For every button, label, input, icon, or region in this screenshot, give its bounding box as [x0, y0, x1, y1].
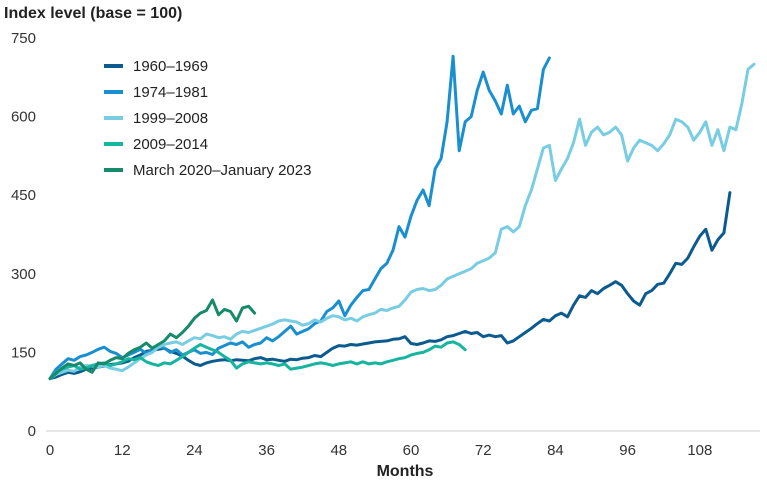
x-tick-label: 36 [258, 442, 275, 459]
x-tick-label: 72 [475, 442, 492, 459]
x-tick-label: 12 [114, 442, 131, 459]
x-tick-label: 60 [403, 442, 420, 459]
legend-label: March 2020–January 2023 [133, 162, 311, 179]
y-tick-label: 600 [11, 109, 36, 126]
y-tick-label: 450 [11, 187, 36, 204]
legend-label: 1974–1981 [133, 84, 208, 101]
x-axis-title: Months [377, 463, 434, 480]
y-tick-label: 0 [28, 423, 36, 440]
x-tick-label: 84 [547, 442, 564, 459]
series-lines [48, 54, 756, 381]
legend-label: 2009–2014 [133, 136, 208, 153]
legend-label: 1960–1969 [133, 58, 208, 75]
y-axis: 0 150 300 450 600 750 [11, 30, 36, 440]
x-tick-label: 0 [46, 442, 54, 459]
x-tick-label: 48 [330, 442, 347, 459]
x-tick-label: 108 [687, 442, 712, 459]
x-tick-label: 96 [619, 442, 636, 459]
y-tick-label: 750 [11, 30, 36, 47]
legend: 1960–1969 1974–1981 1999–2008 2009–2014 Marc… [104, 58, 311, 179]
x-tick-label: 24 [186, 442, 203, 459]
series-line-4 [48, 340, 467, 381]
y-axis-title: Index level (base = 100) [4, 5, 182, 22]
y-tick-label: 300 [11, 266, 36, 283]
legend-label: 1999–2008 [133, 110, 208, 127]
series-line-5 [48, 298, 257, 381]
series-line-2 [48, 54, 551, 381]
y-tick-label: 150 [11, 344, 36, 361]
series-line-3 [48, 62, 756, 381]
x-axis: 0 12 24 36 48 60 72 84 96 108 [46, 442, 713, 459]
